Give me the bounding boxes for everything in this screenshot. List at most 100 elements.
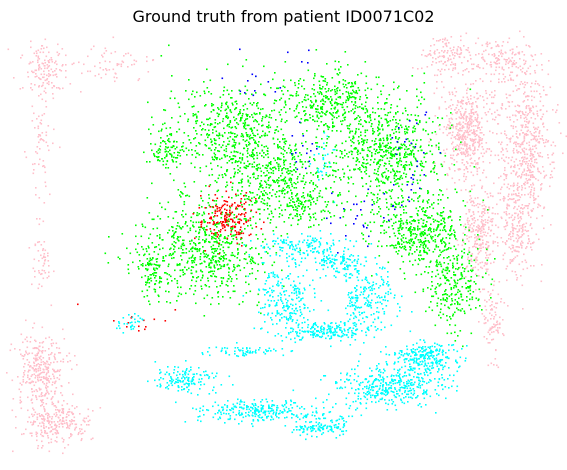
data-point [478, 235, 480, 237]
data-point [199, 170, 202, 173]
data-point [254, 113, 257, 116]
data-point [529, 109, 531, 112]
data-point [306, 119, 308, 121]
data-point [345, 84, 347, 86]
data-point [27, 71, 29, 74]
data-point [506, 214, 508, 216]
data-point [270, 163, 272, 166]
data-point [516, 46, 518, 48]
data-point [262, 187, 264, 189]
data-point [522, 101, 525, 103]
data-point [218, 243, 221, 246]
data-point [223, 257, 225, 260]
data-point [295, 183, 297, 185]
data-point [469, 103, 471, 105]
data-point [279, 141, 281, 143]
data-point [191, 239, 193, 242]
data-point [478, 144, 481, 147]
data-point [344, 112, 346, 115]
data-point [146, 56, 148, 58]
data-point [493, 316, 496, 318]
data-point [236, 134, 239, 137]
data-point [310, 100, 312, 102]
data-point [304, 161, 307, 163]
data-point [541, 183, 543, 185]
data-point [448, 42, 450, 44]
data-point [518, 105, 521, 108]
data-point [532, 122, 535, 125]
data-point [198, 154, 201, 156]
data-point [519, 225, 521, 227]
data-point [274, 132, 276, 134]
data-point [177, 222, 179, 224]
data-point [331, 98, 333, 101]
data-point [263, 172, 265, 174]
data-point [471, 231, 473, 233]
data-point [359, 98, 361, 101]
data-point [338, 115, 340, 118]
data-point [198, 221, 200, 224]
data-point [39, 373, 42, 375]
data-point [162, 260, 164, 262]
data-point [48, 275, 50, 278]
data-point [39, 218, 41, 220]
data-point [179, 227, 182, 229]
data-point [487, 111, 490, 113]
data-point [19, 402, 22, 404]
data-point [49, 193, 51, 196]
data-point [192, 246, 194, 249]
data-point [199, 248, 201, 250]
data-point [486, 338, 488, 340]
data-point [220, 267, 222, 270]
data-point [458, 137, 460, 139]
data-point [216, 286, 218, 288]
data-point [533, 165, 535, 168]
data-point [212, 244, 215, 247]
data-point [427, 54, 430, 56]
data-point [485, 309, 488, 311]
data-point [35, 396, 38, 399]
data-point [478, 158, 480, 160]
data-point [477, 203, 479, 205]
data-point [520, 176, 523, 178]
data-point [29, 365, 32, 367]
data-point [483, 265, 486, 267]
data-point [506, 186, 509, 189]
data-point [498, 141, 500, 144]
data-point [373, 144, 376, 146]
data-point [505, 134, 508, 137]
data-point [512, 227, 514, 229]
data-point [441, 81, 443, 83]
data-point [226, 125, 229, 127]
data-point [38, 387, 41, 390]
data-point [261, 125, 263, 127]
data-point [326, 63, 328, 65]
data-point [483, 106, 485, 109]
data-point [285, 111, 287, 114]
data-point [270, 168, 273, 171]
data-point [498, 177, 500, 179]
data-point [353, 96, 356, 99]
data-point [466, 92, 468, 95]
data-point [18, 388, 21, 391]
data-point [268, 198, 271, 200]
data-point [545, 174, 548, 177]
data-point [516, 130, 518, 133]
data-point [248, 198, 250, 201]
data-point [400, 218, 402, 220]
data-point [54, 371, 56, 373]
data-point [478, 230, 480, 232]
data-point [514, 141, 516, 144]
data-point [532, 148, 534, 151]
data-point [11, 409, 14, 412]
data-point [435, 58, 437, 60]
data-point [394, 128, 397, 131]
data-point [362, 139, 365, 142]
data-point [54, 381, 57, 383]
data-point [196, 117, 198, 119]
data-point [315, 111, 318, 113]
data-point [35, 368, 37, 370]
data-point [525, 178, 528, 180]
data-point [241, 157, 244, 160]
data-point [450, 117, 453, 120]
